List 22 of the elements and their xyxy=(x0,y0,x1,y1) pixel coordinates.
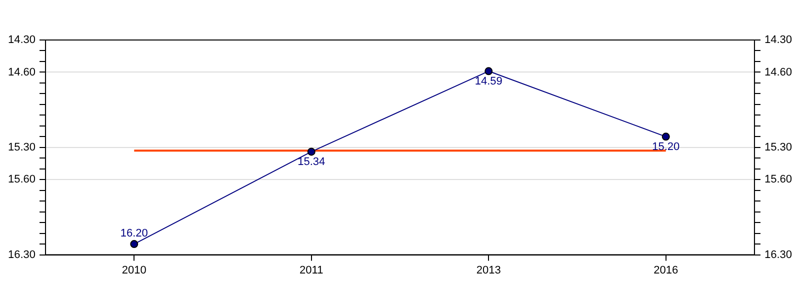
data-label: 15.34 xyxy=(298,156,326,168)
y2-tick-label: 14.30 xyxy=(764,34,792,46)
point xyxy=(484,67,493,76)
x-tick-label: 2016 xyxy=(654,264,678,276)
point xyxy=(307,148,316,156)
y2-tick-label: 16.30 xyxy=(764,248,792,261)
y-tick-label: 14.60 xyxy=(8,66,36,78)
y-tick-label: 14.30 xyxy=(8,34,36,46)
point xyxy=(130,240,138,248)
x-tick-label: 2013 xyxy=(476,264,501,276)
y-tick-label: 15.30 xyxy=(8,141,36,154)
data-label: 14.59 xyxy=(474,76,502,88)
data-label: 15.20 xyxy=(652,141,680,154)
y2-tick-label: 15.30 xyxy=(764,141,792,154)
y2-tick-label: 15.60 xyxy=(764,174,792,186)
y2-tick-label: 14.60 xyxy=(764,66,792,78)
x-tick-label: 2010 xyxy=(122,264,146,276)
data-label: 16.20 xyxy=(120,228,148,240)
point xyxy=(662,132,670,141)
y-tick-label: 15.60 xyxy=(8,174,36,186)
x-tick-label: 2011 xyxy=(300,264,324,276)
y-tick-label: 16.30 xyxy=(8,248,36,261)
